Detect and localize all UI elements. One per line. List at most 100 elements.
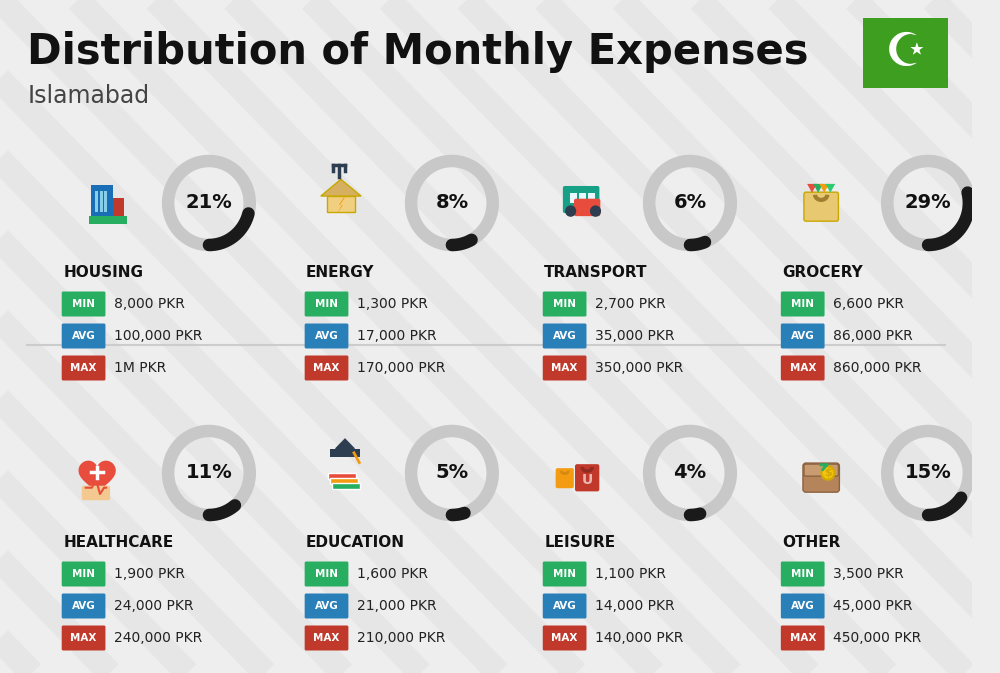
FancyBboxPatch shape xyxy=(95,201,98,207)
Polygon shape xyxy=(337,197,345,213)
FancyBboxPatch shape xyxy=(104,206,107,212)
Text: 1,900 PKR: 1,900 PKR xyxy=(114,567,185,581)
FancyBboxPatch shape xyxy=(543,355,586,380)
Text: 100,000 PKR: 100,000 PKR xyxy=(114,329,202,343)
Text: OTHER: OTHER xyxy=(782,535,841,550)
Text: TRANSPORT: TRANSPORT xyxy=(544,265,648,280)
Text: 3,500 PKR: 3,500 PKR xyxy=(833,567,904,581)
FancyBboxPatch shape xyxy=(579,193,586,203)
Text: MAX: MAX xyxy=(551,633,578,643)
FancyBboxPatch shape xyxy=(91,185,113,221)
Text: Distribution of Monthly Expenses: Distribution of Monthly Expenses xyxy=(27,31,809,73)
FancyBboxPatch shape xyxy=(95,206,98,212)
Text: MIN: MIN xyxy=(315,569,338,579)
Polygon shape xyxy=(79,461,115,495)
FancyBboxPatch shape xyxy=(305,594,348,618)
Text: Islamabad: Islamabad xyxy=(27,84,149,108)
FancyBboxPatch shape xyxy=(82,486,110,500)
FancyBboxPatch shape xyxy=(574,199,600,216)
FancyBboxPatch shape xyxy=(330,449,360,457)
Text: MAX: MAX xyxy=(790,363,816,373)
Text: 350,000 PKR: 350,000 PKR xyxy=(595,361,683,375)
Text: 24,000 PKR: 24,000 PKR xyxy=(114,599,193,613)
Text: AVG: AVG xyxy=(315,331,338,341)
FancyBboxPatch shape xyxy=(62,324,105,349)
Text: 11%: 11% xyxy=(186,464,232,483)
FancyBboxPatch shape xyxy=(556,468,574,488)
FancyBboxPatch shape xyxy=(95,196,98,202)
Text: AVG: AVG xyxy=(791,601,815,611)
FancyBboxPatch shape xyxy=(100,206,103,212)
Text: 210,000 PKR: 210,000 PKR xyxy=(357,631,445,645)
FancyBboxPatch shape xyxy=(328,473,356,479)
Text: 8,000 PKR: 8,000 PKR xyxy=(114,297,185,311)
Text: 1,100 PKR: 1,100 PKR xyxy=(595,567,666,581)
Text: MAX: MAX xyxy=(70,363,97,373)
FancyBboxPatch shape xyxy=(575,464,599,491)
Text: MIN: MIN xyxy=(553,569,576,579)
Text: 17,000 PKR: 17,000 PKR xyxy=(357,329,436,343)
Text: 5%: 5% xyxy=(435,464,468,483)
Text: 35,000 PKR: 35,000 PKR xyxy=(595,329,674,343)
FancyBboxPatch shape xyxy=(100,201,103,207)
Circle shape xyxy=(591,206,600,216)
Text: LEISURE: LEISURE xyxy=(544,535,615,550)
FancyBboxPatch shape xyxy=(100,191,103,197)
Text: 4%: 4% xyxy=(673,464,707,483)
Text: AVG: AVG xyxy=(791,331,815,341)
FancyBboxPatch shape xyxy=(95,191,98,197)
FancyBboxPatch shape xyxy=(570,193,577,203)
FancyBboxPatch shape xyxy=(305,625,348,651)
Text: GROCERY: GROCERY xyxy=(782,265,863,280)
Text: 6,600 PKR: 6,600 PKR xyxy=(833,297,904,311)
Text: MAX: MAX xyxy=(313,363,340,373)
Text: ☪: ☪ xyxy=(885,30,927,75)
FancyBboxPatch shape xyxy=(804,192,838,221)
FancyBboxPatch shape xyxy=(803,463,839,492)
Text: 140,000 PKR: 140,000 PKR xyxy=(595,631,683,645)
Text: AVG: AVG xyxy=(553,601,576,611)
FancyBboxPatch shape xyxy=(305,324,348,349)
Circle shape xyxy=(821,466,834,480)
Text: 14,000 PKR: 14,000 PKR xyxy=(595,599,674,613)
FancyBboxPatch shape xyxy=(543,625,586,651)
FancyBboxPatch shape xyxy=(863,18,948,88)
Text: MIN: MIN xyxy=(72,299,95,309)
FancyBboxPatch shape xyxy=(781,625,825,651)
Text: ENERGY: ENERGY xyxy=(306,265,375,280)
Text: AVG: AVG xyxy=(72,601,95,611)
Text: AVG: AVG xyxy=(553,331,576,341)
FancyBboxPatch shape xyxy=(781,291,825,316)
Text: $: $ xyxy=(824,468,832,478)
FancyBboxPatch shape xyxy=(62,625,105,651)
Text: MAX: MAX xyxy=(790,633,816,643)
FancyBboxPatch shape xyxy=(330,478,358,485)
Text: 1,300 PKR: 1,300 PKR xyxy=(357,297,428,311)
Text: AVG: AVG xyxy=(72,331,95,341)
Polygon shape xyxy=(813,184,823,192)
Text: 2,700 PKR: 2,700 PKR xyxy=(595,297,665,311)
FancyBboxPatch shape xyxy=(327,196,355,212)
FancyBboxPatch shape xyxy=(305,291,348,316)
Text: AVG: AVG xyxy=(315,601,338,611)
Polygon shape xyxy=(321,179,361,196)
FancyBboxPatch shape xyxy=(62,355,105,380)
Text: MIN: MIN xyxy=(553,299,576,309)
FancyBboxPatch shape xyxy=(305,561,348,586)
FancyBboxPatch shape xyxy=(804,464,838,476)
Text: 1M PKR: 1M PKR xyxy=(114,361,166,375)
FancyBboxPatch shape xyxy=(104,201,107,207)
FancyBboxPatch shape xyxy=(543,324,586,349)
Text: MIN: MIN xyxy=(791,569,814,579)
FancyBboxPatch shape xyxy=(588,193,595,203)
Polygon shape xyxy=(825,184,835,192)
FancyBboxPatch shape xyxy=(305,355,348,380)
Text: MIN: MIN xyxy=(315,299,338,309)
Text: 8%: 8% xyxy=(435,194,468,213)
FancyBboxPatch shape xyxy=(104,191,107,197)
Text: U: U xyxy=(582,473,593,487)
FancyBboxPatch shape xyxy=(781,324,825,349)
FancyBboxPatch shape xyxy=(62,561,105,586)
FancyBboxPatch shape xyxy=(543,291,586,316)
Text: 21,000 PKR: 21,000 PKR xyxy=(357,599,436,613)
